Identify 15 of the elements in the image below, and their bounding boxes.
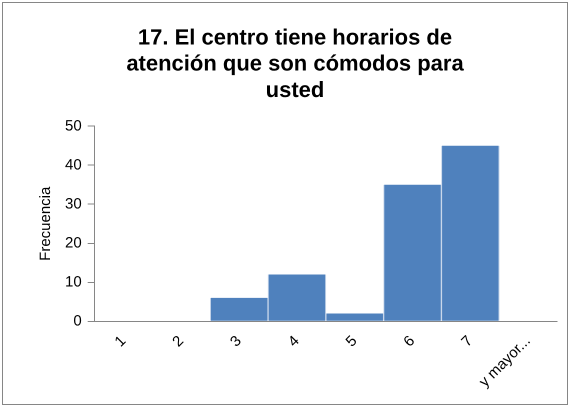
y-axis-title: Frecuencia: [37, 186, 54, 261]
x-tick-label: 4: [284, 332, 303, 350]
x-tick-label: 1: [111, 332, 130, 350]
y-tick-label: 20: [64, 234, 82, 252]
x-tick-label: 7: [458, 332, 476, 350]
y-tick-label: 50: [64, 117, 82, 134]
y-tick-label: 40: [64, 156, 82, 174]
x-tick-label: 3: [226, 332, 245, 350]
x-tick-label: 2: [169, 332, 188, 350]
y-tick-label: 30: [64, 195, 82, 212]
y-tick-label: 0: [73, 312, 82, 330]
x-tick-label: 5: [342, 332, 360, 350]
x-tick-label: 6: [400, 332, 418, 350]
chart-title: 17. El centro tiene horarios de atención que son cómodos para usted: [126, 24, 464, 102]
y-tick-label: 10: [64, 273, 82, 290]
